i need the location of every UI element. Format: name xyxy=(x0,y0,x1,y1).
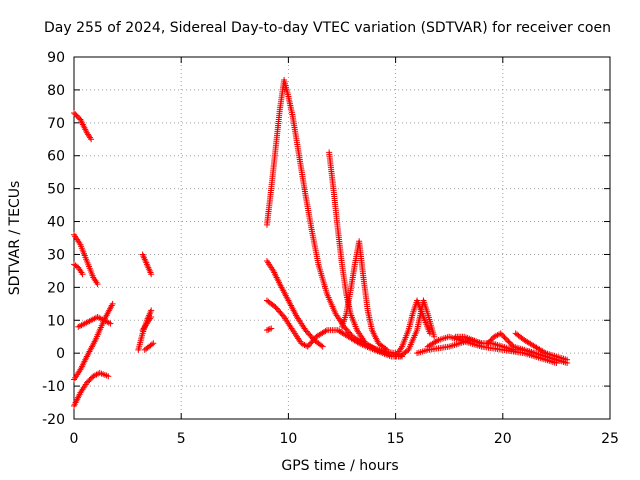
x-tick-label: 0 xyxy=(70,431,79,447)
data-point-marker xyxy=(74,113,81,120)
data-point-marker xyxy=(478,340,485,347)
plot-frame xyxy=(73,56,611,420)
y-tick-label: 40 xyxy=(47,215,65,231)
tick-marks xyxy=(73,56,611,420)
y-tick-label: 20 xyxy=(47,280,65,296)
data-point-marker xyxy=(486,338,493,345)
series-arc-n xyxy=(263,325,275,334)
series-arc-a xyxy=(71,109,95,143)
x-axis-label: GPS time / hours xyxy=(281,458,398,474)
data-marks xyxy=(71,77,571,409)
series-arc-w xyxy=(452,333,485,347)
data-point-marker xyxy=(431,333,438,340)
data-point-marker xyxy=(148,313,155,320)
y-tick-labels: -20 -10 0 10 20 30 40 50 60 70 80 90 xyxy=(42,50,65,428)
y-axis-label: SDTVAR / TECUs xyxy=(7,181,23,296)
data-point-marker xyxy=(382,345,389,352)
series-arc-f xyxy=(71,369,112,409)
x-tick-label: 15 xyxy=(387,431,405,447)
x-tick-label: 20 xyxy=(494,431,512,447)
data-point-marker xyxy=(266,326,273,333)
series-arc-l xyxy=(263,258,326,350)
data-point-marker xyxy=(148,271,155,278)
data-point-marker xyxy=(553,360,560,367)
data-point-marker xyxy=(85,378,92,385)
data-point-marker xyxy=(487,337,494,344)
series-arc-r xyxy=(396,297,438,360)
data-point-marker xyxy=(531,350,538,357)
series-arc-i xyxy=(139,313,155,334)
data-point-marker xyxy=(148,341,155,348)
data-point-marker xyxy=(279,312,286,319)
data-point-marker xyxy=(484,340,491,347)
data-point-marker xyxy=(88,136,95,143)
data-point-marker xyxy=(150,340,157,347)
data-point-marker xyxy=(107,320,114,327)
series-arc-u xyxy=(484,330,538,357)
data-point-marker xyxy=(498,331,505,338)
data-point-marker xyxy=(507,340,514,347)
data-point-marker xyxy=(71,109,77,116)
data-point-marker xyxy=(505,338,512,345)
grid-lines xyxy=(74,57,610,419)
series-arc-t xyxy=(424,333,560,367)
series-arc-b xyxy=(71,231,101,288)
data-point-marker xyxy=(73,263,80,270)
data-point-marker xyxy=(79,271,86,278)
series-arc-k xyxy=(263,77,399,357)
series-arc-e xyxy=(75,313,114,330)
y-tick-label: 0 xyxy=(56,346,65,362)
data-point-marker xyxy=(268,325,275,332)
chart-title: Day 255 of 2024, Sidereal Day-to-day VTE… xyxy=(44,20,611,36)
data-point-marker xyxy=(501,334,508,341)
y-tick-label: -20 xyxy=(42,412,65,428)
series-arc-j xyxy=(141,340,157,353)
data-point-marker xyxy=(564,356,571,363)
data-point-marker xyxy=(506,339,513,346)
data-point-marker xyxy=(83,379,90,386)
data-point-marker xyxy=(318,342,325,349)
x-tick-label: 10 xyxy=(279,431,297,447)
y-tick-label: -10 xyxy=(42,379,65,395)
series-arc-d xyxy=(71,300,116,383)
data-point-marker xyxy=(271,303,278,310)
data-point-marker xyxy=(500,333,507,340)
series-arc-h xyxy=(139,251,155,278)
data-point-marker xyxy=(263,327,270,334)
data-point-marker xyxy=(488,336,495,343)
data-point-marker xyxy=(94,281,101,288)
x-tick-label: 25 xyxy=(601,431,619,447)
series-arc-p xyxy=(339,238,391,353)
data-point-marker xyxy=(73,112,80,119)
x-tick-labels: 0 5 10 15 20 25 xyxy=(70,431,619,447)
y-tick-label: 50 xyxy=(47,182,65,198)
data-point-marker xyxy=(105,373,112,380)
data-point-marker xyxy=(504,337,511,344)
data-point-marker xyxy=(319,343,326,350)
data-point-marker xyxy=(265,326,272,333)
data-point-marker xyxy=(109,300,116,307)
y-tick-label: 80 xyxy=(47,83,65,99)
y-tick-label: 70 xyxy=(47,116,65,132)
y-tick-label: 10 xyxy=(47,313,65,329)
series-arc-c xyxy=(71,261,86,278)
y-tick-label: 30 xyxy=(47,247,65,263)
y-tick-label: 60 xyxy=(47,149,65,165)
data-point-marker xyxy=(86,377,93,384)
data-point-marker xyxy=(509,342,516,349)
x-tick-label: 5 xyxy=(177,431,186,447)
series-arc-v xyxy=(512,330,571,363)
y-tick-label: 90 xyxy=(47,50,65,66)
data-point-marker xyxy=(72,111,79,118)
data-point-marker xyxy=(497,330,504,337)
data-point-marker xyxy=(87,375,94,382)
data-point-marker xyxy=(148,307,155,314)
data-point-marker xyxy=(384,346,391,353)
data-point-marker xyxy=(502,335,509,342)
